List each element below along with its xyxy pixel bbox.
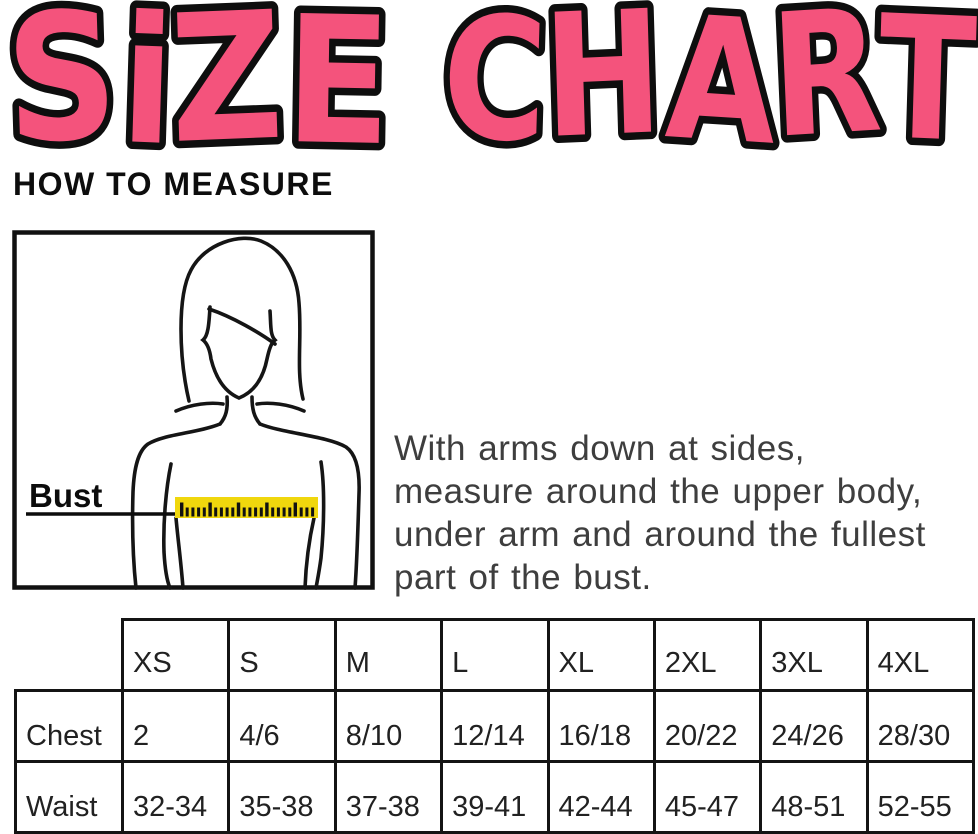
measure-instructions: With arms down at sides, measure around …	[394, 427, 926, 599]
collarbone-right	[255, 401, 306, 413]
size-value-cell: 45-47	[652, 760, 763, 834]
title-word-chart: CHART	[440, 0, 978, 158]
size-value-cell: 39-41	[440, 760, 550, 834]
size-column-header: XL	[546, 618, 656, 692]
instruction-line: part of the bust.	[394, 558, 652, 597]
diagram-border	[12, 230, 375, 590]
instruction-line: With arms down at sides,	[394, 429, 805, 468]
hair-bang	[207, 307, 277, 346]
page-title: SiZE CHART	[0, 0, 978, 158]
size-column-header: L	[440, 618, 550, 692]
instruction-line: measure around the upper body,	[394, 472, 923, 511]
size-value-cell: 20/22	[652, 689, 763, 763]
size-value-cell: 52-55	[865, 760, 976, 834]
arm-inner-right	[314, 460, 326, 590]
title-word-size: SiZE	[2, 0, 393, 158]
size-table: XS S M L XL 2XL 3XL 4XL Chest 2 4/6 8/10…	[14, 618, 976, 834]
size-column-header: 4XL	[865, 618, 976, 692]
instruction-line: under arm and around the fullest	[394, 515, 926, 554]
table-row-waist: Waist 32-34 35-38 37-38 39-41 42-44 45-4…	[14, 760, 976, 834]
size-column-header: S	[227, 618, 337, 692]
size-value-cell: 32-34	[120, 760, 231, 834]
how-to-measure-heading: HOW TO MEASURE	[13, 166, 334, 202]
table-header-row: XS S M L XL 2XL 3XL 4XL	[16, 618, 976, 692]
size-value-cell: 28/30	[865, 689, 976, 763]
bust-label: Bust	[29, 477, 102, 514]
size-value-cell: 16/18	[546, 689, 656, 763]
measurement-diagram: Bust	[12, 230, 375, 590]
empty-corner-cell	[16, 620, 123, 691]
row-label: Waist	[14, 760, 124, 834]
size-value-cell: 2	[120, 689, 231, 763]
size-column-header: 3XL	[759, 618, 869, 692]
size-column-header: XS	[120, 618, 231, 692]
size-value-cell: 12/14	[440, 689, 550, 763]
arm-inner-left	[162, 462, 173, 590]
size-column-header: 2XL	[652, 618, 763, 692]
neck-left	[218, 395, 230, 426]
size-value-cell: 4/6	[227, 689, 337, 763]
size-value-cell: 24/26	[759, 689, 869, 763]
woman-figure-line-art	[130, 236, 361, 590]
hair-outline	[179, 236, 305, 403]
size-value-cell: 42-44	[546, 760, 656, 834]
size-column-header: M	[333, 618, 444, 692]
face-outline	[200, 305, 278, 400]
arm-outer-left	[130, 422, 222, 590]
table-row-chest: Chest 2 4/6 8/10 12/14 16/18 20/22 24/26…	[14, 689, 976, 763]
size-value-cell: 37-38	[333, 760, 444, 834]
row-label: Chest	[14, 689, 124, 763]
neck-right	[250, 395, 262, 426]
torso-right	[303, 516, 316, 590]
collarbone-left	[174, 401, 225, 413]
size-value-cell: 8/10	[333, 689, 444, 763]
torso-left	[174, 516, 185, 590]
arm-outer-right	[258, 422, 361, 590]
size-value-cell: 35-38	[227, 760, 337, 834]
size-value-cell: 48-51	[759, 760, 869, 834]
